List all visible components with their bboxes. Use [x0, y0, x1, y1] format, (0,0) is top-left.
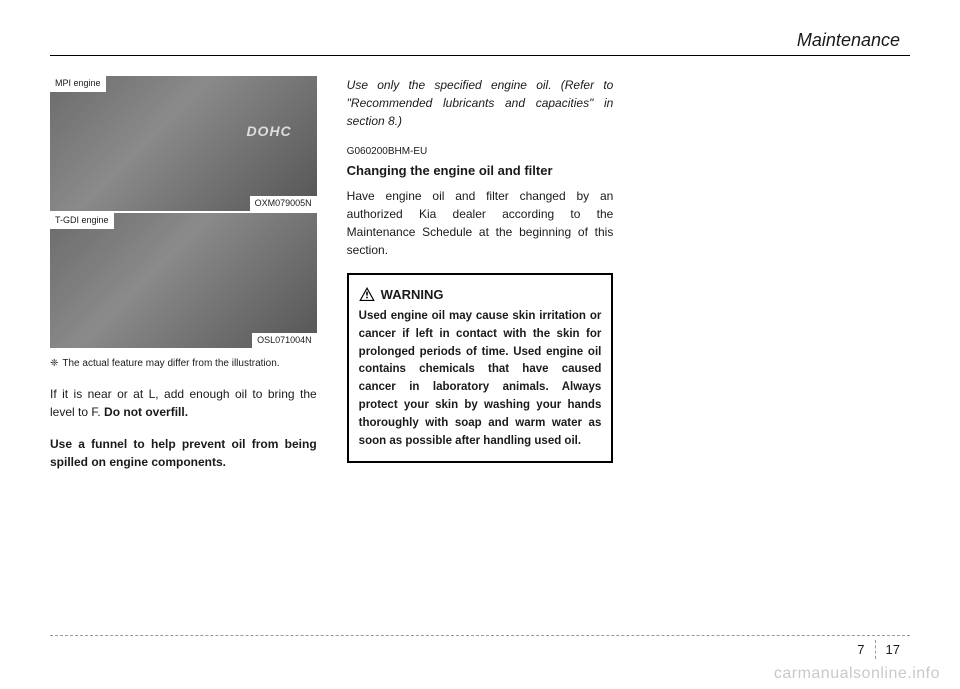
warning-title-text: WARNING: [381, 285, 444, 305]
engine-photo-mpi: MPI engine DOHC OXM079005N: [50, 76, 317, 211]
column-middle: Use only the specified engine oil. (Refe…: [347, 76, 614, 485]
warning-title-row: WARNING: [359, 285, 602, 305]
section-title: Maintenance: [50, 30, 910, 51]
warning-box: WARNING Used engine oil may cause skin i…: [347, 273, 614, 463]
engine-photo-tgdi: T-GDI engine OSL071004N: [50, 213, 317, 348]
photo-label-top: MPI engine: [50, 76, 106, 92]
photo-label-bottom: OXM079005N: [250, 196, 317, 212]
photo-graphic-text: DOHC: [246, 121, 291, 142]
funnel-instruction: Use a funnel to help prevent oil from be…: [50, 435, 317, 471]
photo-label-bottom: OSL071004N: [252, 333, 317, 349]
subheading: Changing the engine oil and filter: [347, 161, 614, 181]
warning-body: Used engine oil may cause skin irritatio…: [359, 308, 602, 451]
oil-level-instruction: If it is near or at L, add enough oil to…: [50, 385, 317, 421]
oil-spec-note: Use only the specified engine oil. (Refe…: [347, 76, 614, 130]
disclaimer-text: The actual feature may differ from the i…: [62, 356, 279, 371]
column-right: [643, 76, 910, 485]
watermark: carmanualsonline.info: [774, 665, 940, 683]
content-columns: MPI engine DOHC OXM079005N T-GDI engine …: [50, 76, 910, 485]
illustration-disclaimer: ❈ The actual feature may differ from the…: [50, 356, 317, 371]
para-emphasis: Do not overfill.: [104, 405, 188, 419]
warning-icon: [359, 287, 375, 301]
page-number-page: 17: [876, 640, 910, 659]
column-left: MPI engine DOHC OXM079005N T-GDI engine …: [50, 76, 317, 485]
page-footer: 7 17: [50, 635, 910, 659]
header-rule: [50, 55, 910, 56]
reference-code: G060200BHM-EU: [347, 144, 614, 159]
page-number: 7 17: [847, 640, 910, 659]
disclaimer-symbol: ❈: [50, 356, 58, 371]
page-container: Maintenance MPI engine DOHC OXM079005N T…: [0, 0, 960, 689]
page-number-section: 7: [847, 640, 875, 659]
photo-label-top: T-GDI engine: [50, 213, 114, 229]
change-instruction: Have engine oil and filter changed by an…: [347, 187, 614, 259]
